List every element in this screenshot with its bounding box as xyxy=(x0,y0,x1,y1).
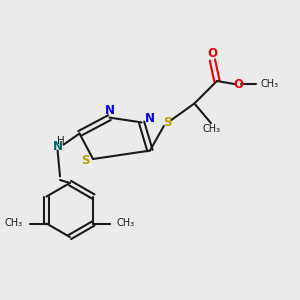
Text: CH₃: CH₃ xyxy=(117,218,135,229)
Text: N: N xyxy=(144,112,154,125)
Text: N: N xyxy=(52,140,63,154)
Text: CH₃: CH₃ xyxy=(5,218,23,229)
Text: CH₃: CH₃ xyxy=(202,124,220,134)
Text: S: S xyxy=(163,116,172,130)
Text: CH₃: CH₃ xyxy=(261,79,279,89)
Text: O: O xyxy=(233,77,243,91)
Text: O: O xyxy=(207,47,218,60)
Text: H: H xyxy=(57,136,65,146)
Text: S: S xyxy=(81,154,90,167)
Text: N: N xyxy=(105,104,115,118)
